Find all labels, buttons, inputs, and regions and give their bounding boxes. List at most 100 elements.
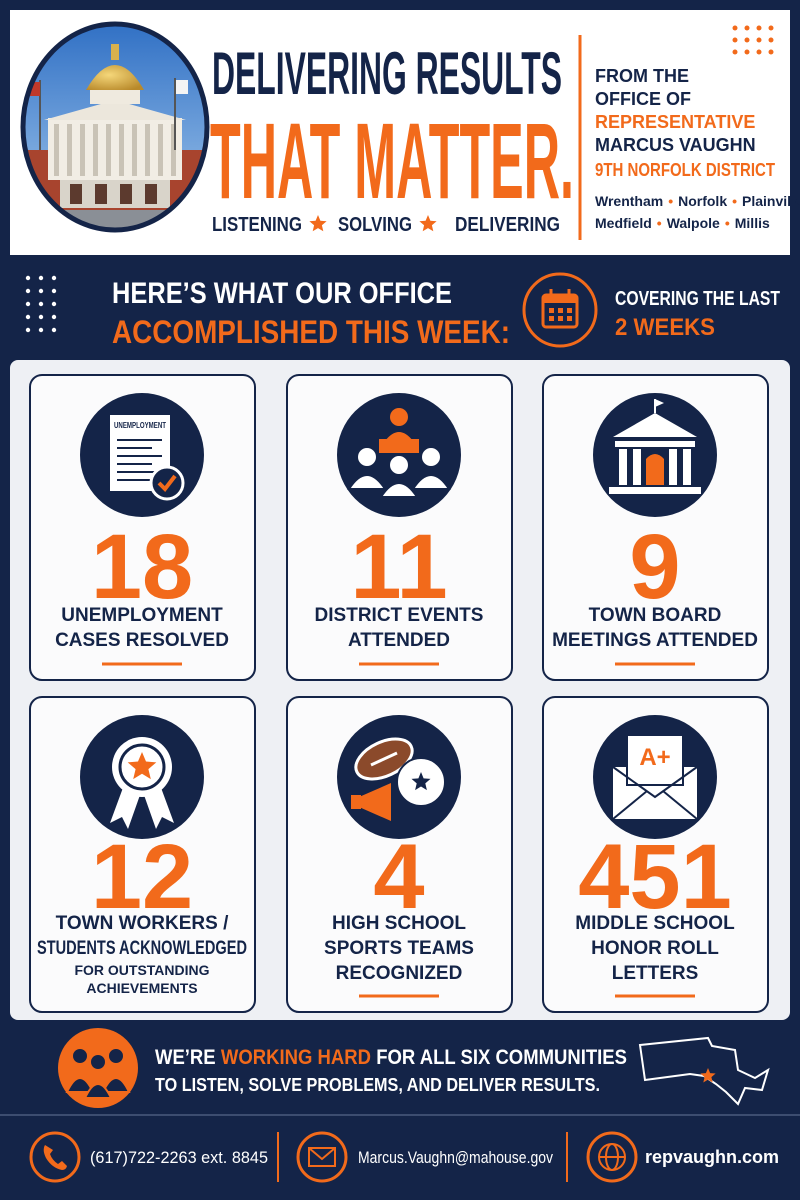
- calendar-day: [558, 316, 563, 321]
- icon-column: [633, 449, 641, 485]
- stat-number: 451: [578, 826, 732, 928]
- stat-label: LETTERS: [612, 963, 699, 984]
- photo-column: [158, 124, 163, 176]
- photo-arch: [120, 184, 132, 204]
- community-head: [71, 1047, 89, 1065]
- stat-label: MIDDLE SCHOOL: [575, 913, 735, 934]
- town-bullet: •: [657, 215, 662, 231]
- photo-column: [132, 124, 137, 176]
- calendar-top: [543, 295, 577, 303]
- banner-heading1: HERE’S WHAT OUR OFFICE: [112, 277, 452, 310]
- icon-text: A+: [639, 744, 670, 771]
- title-line1: DELIVERING RESULTS: [212, 40, 562, 107]
- photo-column: [93, 124, 98, 176]
- tagline-star: [309, 215, 327, 232]
- tagline-word: DELIVERING: [455, 214, 560, 236]
- decor-dot: [51, 288, 57, 294]
- town-name: Walpole: [667, 215, 720, 231]
- icon-audience-body: [347, 474, 387, 490]
- stat-label: HONOR ROLL: [591, 938, 719, 959]
- town-row: Medfield • Walpole • Millis: [595, 215, 770, 231]
- decor-dot: [25, 327, 31, 333]
- stat-number: 18: [91, 516, 193, 618]
- photo-arch: [145, 184, 157, 204]
- icon-football-lace: [370, 751, 398, 767]
- icon-envelope-fold: [612, 790, 648, 820]
- massachusetts-map: [638, 1036, 770, 1106]
- town-name: Wrentham: [595, 193, 663, 209]
- icon-audience-body: [411, 474, 451, 490]
- community-head: [107, 1047, 125, 1065]
- stat-label: TOWN WORKERS /: [56, 913, 229, 934]
- photo-drum: [90, 88, 140, 104]
- icon-text: UNEMPLOYMENT: [114, 421, 166, 430]
- icon-base: [609, 487, 701, 494]
- photo-arch: [70, 184, 82, 204]
- decor-dot: [756, 37, 762, 43]
- town-name: Norfolk: [678, 193, 727, 209]
- photo-frame: [20, 21, 210, 233]
- stat-label: SPORTS TEAMS: [324, 938, 474, 959]
- closing-line1: WE’REWORKING HARDFOR ALL SIX COMMUNITIES: [155, 1046, 627, 1069]
- town-name: Medfield: [595, 215, 652, 231]
- calendar-day: [567, 316, 572, 321]
- stat-label: DISTRICT EVENTS: [315, 605, 484, 626]
- decor-dot: [768, 37, 774, 43]
- icon-envelope-fold: [612, 766, 698, 799]
- icon-audience-head: [356, 446, 378, 468]
- decor-dot: [25, 301, 31, 307]
- office-line: OFFICE OF: [595, 89, 691, 109]
- office-line: MARCUS VAUGHN: [595, 135, 756, 155]
- decor-dot: [38, 275, 44, 281]
- stat-note: ACHIEVEMENTS: [86, 980, 197, 996]
- photo-pediment: [44, 100, 186, 120]
- email-icon: [308, 1147, 336, 1167]
- icon-megaphone-handle: [351, 795, 361, 809]
- icon-ribbon: [144, 785, 174, 829]
- icon-roof: [613, 413, 697, 437]
- stat-number: 4: [373, 826, 424, 928]
- closing-line2: TO LISTEN, SOLVE PROBLEMS, AND DELIVER R…: [155, 1075, 600, 1095]
- decor-dot: [744, 37, 750, 43]
- web-icon-ring: [586, 1131, 638, 1183]
- stat-label: RECOGNIZED: [336, 963, 463, 984]
- calendar-day: [549, 308, 554, 313]
- decor-dot: [38, 314, 44, 320]
- photo-column: [80, 124, 85, 176]
- photo-flag: [176, 80, 188, 94]
- photo-column: [54, 124, 59, 176]
- decor-dot: [51, 327, 57, 333]
- decor-dot: [732, 49, 738, 55]
- decor-dot: [25, 275, 31, 281]
- photo-column: [171, 124, 176, 176]
- office-line: REPRESENTATIVE: [595, 112, 755, 132]
- town-name: Millis: [735, 215, 770, 231]
- icon-audience-head: [388, 454, 410, 476]
- icon-door: [646, 454, 664, 485]
- decor-dot: [25, 314, 31, 320]
- decor-dot: [732, 37, 738, 43]
- title-line2: THAT MATTER.: [210, 100, 574, 221]
- icon-paper: [626, 734, 684, 786]
- stat-number: 9: [629, 516, 680, 618]
- closing-phrase: WORKING HARD: [221, 1046, 371, 1069]
- contact-phone: (617)722-2263 ext. 8845: [90, 1148, 268, 1167]
- phone-icon: [43, 1145, 67, 1170]
- photo-column: [119, 124, 124, 176]
- decor-dot: [756, 25, 762, 31]
- photo-arch: [95, 184, 107, 204]
- office-line: 9TH NORFOLK DISTRICT: [595, 160, 775, 180]
- icon-megaphone: [359, 783, 391, 821]
- email-icon-fold: [308, 1147, 336, 1161]
- town-row: Wrentham • Norfolk • Plainville: [595, 193, 800, 209]
- stat-label: CASES RESOLVED: [55, 630, 229, 651]
- tagline-star: [419, 215, 437, 232]
- icon-medal-inner: [118, 743, 166, 791]
- community-body: [101, 1077, 131, 1093]
- decor-dot: [768, 25, 774, 31]
- town-name: Plainville: [742, 193, 800, 209]
- closing-phrase: WE’RE: [155, 1046, 216, 1069]
- decor-dot: [744, 25, 750, 31]
